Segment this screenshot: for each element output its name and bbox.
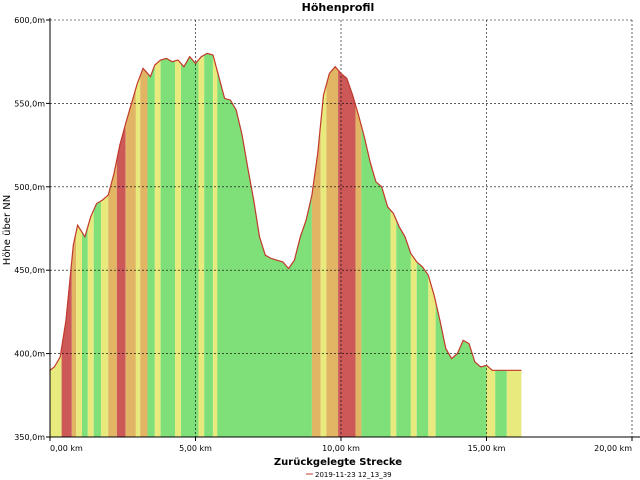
color-band-yellow <box>175 53 181 437</box>
y-tick-label: 350,0m <box>14 433 45 442</box>
y-tick-label: 500,0m <box>14 183 45 192</box>
grid-lines <box>50 19 633 437</box>
color-band-green <box>147 53 155 437</box>
color-band-orange <box>108 53 117 437</box>
color-band-yellow <box>320 53 327 437</box>
color-band-green <box>82 53 88 437</box>
chart-title: Höhenprofil <box>302 1 375 14</box>
color-band-yellow <box>154 53 161 437</box>
y-tick-label: 550,0m <box>14 99 45 108</box>
x-axis-title: Zurückgelegte Strecke <box>274 457 402 468</box>
x-tick-label: 15,00 km <box>468 444 506 453</box>
color-band-green <box>93 53 101 437</box>
color-band-red <box>116 53 126 437</box>
x-tick-label: 10,00 km <box>322 444 360 453</box>
color-band-green <box>204 53 213 437</box>
color-band-yellow <box>76 53 82 437</box>
y-ticks: 350,0m 400,0m 450,0m 500,0m 550,0m 600,0m <box>14 16 50 442</box>
elevation-line <box>49 52 522 371</box>
color-band-green <box>160 53 176 437</box>
color-band-orange <box>326 53 338 437</box>
color-band-green <box>181 53 199 437</box>
color-band-orange <box>355 53 362 437</box>
y-tick-label: 600,0m <box>14 16 45 25</box>
color-band-yellow <box>87 53 94 437</box>
color-band-yellow <box>100 53 109 437</box>
x-tick-label: 5,00 km <box>179 444 212 453</box>
color-band-orange <box>311 53 321 437</box>
x-ticks: 0,00 km 5,00 km 10,00 km 15,00 km 20,00 km <box>49 437 633 453</box>
color-band-yellow <box>135 53 141 437</box>
color-band-red <box>338 53 356 437</box>
color-band-orange <box>125 53 136 437</box>
x-tick-label: 0,00 km <box>50 444 83 453</box>
y-tick-label: 450,0m <box>14 266 45 275</box>
y-tick-label: 400,0m <box>14 350 45 359</box>
color-band-yellow <box>390 53 397 437</box>
legend-label: 2019-11-23 12_13_39 <box>315 471 392 479</box>
color-band-yellow <box>198 53 205 437</box>
color-band-orange <box>71 53 77 437</box>
x-tick-label: 20,00 km <box>594 444 632 453</box>
legend: 2019-11-23 12_13_39 <box>306 471 392 479</box>
y-axis-title: Höhe über NN <box>2 195 13 265</box>
color-band-yellow <box>213 53 218 437</box>
color-band-orange <box>140 53 148 437</box>
